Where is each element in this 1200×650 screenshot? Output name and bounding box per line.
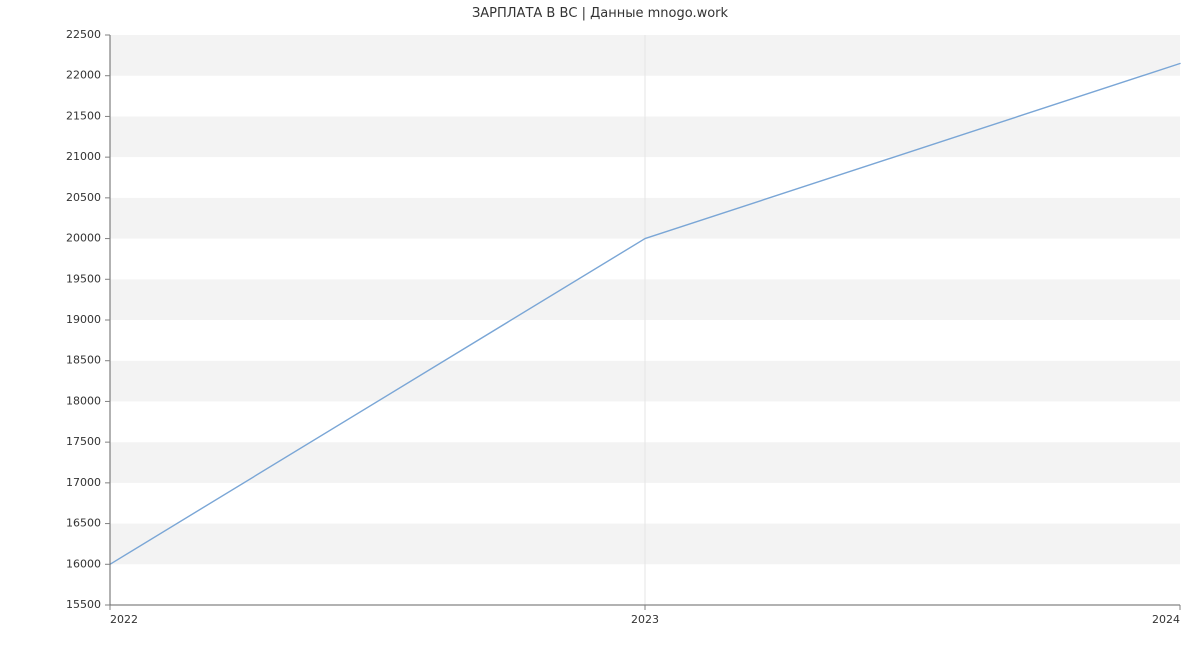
y-tick-label: 16500 xyxy=(66,517,101,530)
y-tick-label: 22000 xyxy=(66,69,101,82)
y-tick-label: 22500 xyxy=(66,28,101,41)
y-tick-label: 18000 xyxy=(66,394,101,407)
y-tick-label: 20500 xyxy=(66,191,101,204)
y-tick-label: 19000 xyxy=(66,313,101,326)
x-tick-label: 2024 xyxy=(1152,613,1180,626)
x-tick-label: 2022 xyxy=(110,613,138,626)
y-tick-label: 17000 xyxy=(66,476,101,489)
x-tick-label: 2023 xyxy=(631,613,659,626)
y-tick-label: 21500 xyxy=(66,109,101,122)
y-tick-label: 15500 xyxy=(66,598,101,611)
chart-svg: 15500 16000 16500 17000 17500 18000 18500 19000… xyxy=(0,0,1200,650)
y-tick-label: 16000 xyxy=(66,557,101,570)
y-tick-label: 17500 xyxy=(66,435,101,448)
y-tick-label: 20000 xyxy=(66,232,101,245)
y-tick-label: 21000 xyxy=(66,150,101,163)
y-tick-label: 18500 xyxy=(66,354,101,367)
chart-container: ЗАРПЛАТА В ВС | Данные mnogo.work 155001… xyxy=(0,0,1200,650)
y-tick-label: 19500 xyxy=(66,272,101,285)
chart-title: ЗАРПЛАТА В ВС | Данные mnogo.work xyxy=(0,6,1200,21)
